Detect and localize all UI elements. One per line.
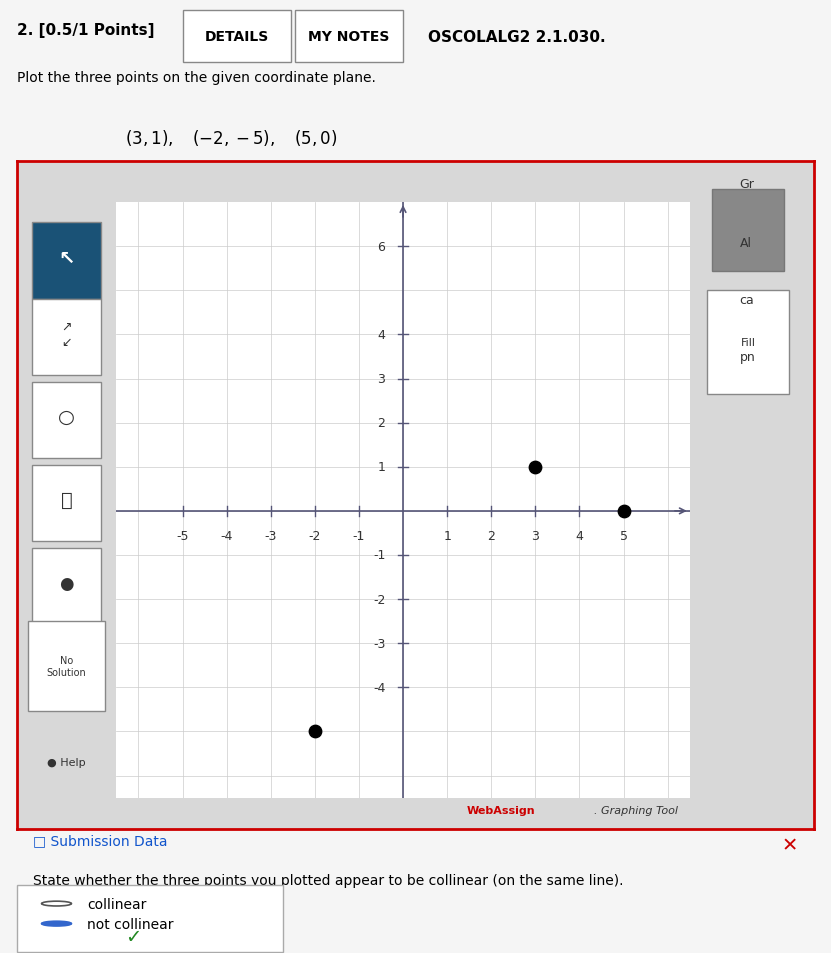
Point — [308, 724, 322, 740]
Text: Fill: Fill — [740, 337, 755, 347]
Text: 3: 3 — [531, 529, 539, 542]
Text: Al: Al — [740, 237, 751, 250]
Text: -5: -5 — [176, 529, 189, 542]
FancyBboxPatch shape — [32, 299, 101, 375]
Text: No
Solution: No Solution — [47, 656, 86, 678]
Text: 4: 4 — [377, 329, 386, 341]
Text: ○: ○ — [58, 408, 75, 427]
FancyBboxPatch shape — [183, 11, 291, 63]
Text: ↖: ↖ — [58, 248, 75, 267]
Text: 4: 4 — [576, 529, 583, 542]
Text: OSCOLALG2 2.1.030.: OSCOLALG2 2.1.030. — [428, 30, 606, 45]
Text: -4: -4 — [373, 681, 386, 694]
FancyBboxPatch shape — [707, 291, 789, 395]
Text: Gr: Gr — [740, 178, 755, 191]
Circle shape — [42, 922, 71, 926]
FancyBboxPatch shape — [32, 465, 101, 542]
Text: -1: -1 — [373, 549, 386, 562]
Text: □ Submission Data: □ Submission Data — [33, 833, 168, 847]
Text: $(3, 1), \quad (-2, -5), \quad (5, 0)$: $(3, 1), \quad (-2, -5), \quad (5, 0)$ — [125, 129, 337, 148]
Text: . Graphing Tool: . Graphing Tool — [594, 805, 678, 815]
FancyBboxPatch shape — [712, 190, 784, 273]
Text: 6: 6 — [377, 240, 386, 253]
Text: ⌣: ⌣ — [61, 491, 72, 510]
FancyBboxPatch shape — [28, 621, 105, 711]
Text: 1: 1 — [377, 461, 386, 474]
Text: collinear: collinear — [87, 897, 146, 911]
Text: WebAssign: WebAssign — [466, 805, 535, 815]
Text: -2: -2 — [308, 529, 321, 542]
Text: ●: ● — [59, 575, 74, 593]
Text: -3: -3 — [373, 637, 386, 650]
Text: 3: 3 — [377, 373, 386, 386]
Text: -1: -1 — [352, 529, 365, 542]
Text: MY NOTES: MY NOTES — [308, 30, 390, 44]
Text: 2: 2 — [377, 416, 386, 430]
Text: State whether the three points you plotted appear to be collinear (on the same l: State whether the three points you plott… — [33, 873, 624, 887]
Text: ● Help: ● Help — [47, 757, 86, 767]
Point — [529, 459, 542, 475]
Text: ca: ca — [740, 294, 755, 307]
Text: 2: 2 — [487, 529, 495, 542]
Text: 2. [0.5/1 Points]: 2. [0.5/1 Points] — [17, 23, 154, 38]
Text: ✕: ✕ — [781, 836, 798, 855]
FancyBboxPatch shape — [17, 885, 283, 952]
Text: pn: pn — [740, 351, 755, 363]
Text: DETAILS: DETAILS — [204, 30, 269, 44]
Text: 1: 1 — [443, 529, 451, 542]
FancyBboxPatch shape — [32, 548, 101, 625]
FancyBboxPatch shape — [32, 382, 101, 458]
Text: 5: 5 — [620, 529, 627, 542]
Text: -4: -4 — [220, 529, 233, 542]
FancyBboxPatch shape — [295, 11, 403, 63]
FancyBboxPatch shape — [32, 223, 101, 299]
Text: -2: -2 — [373, 593, 386, 606]
Circle shape — [42, 902, 71, 906]
Point — [617, 504, 630, 519]
Text: ↗
↙: ↗ ↙ — [61, 320, 71, 348]
Text: ✓: ✓ — [125, 927, 141, 946]
Text: not collinear: not collinear — [87, 917, 174, 931]
Text: Plot the three points on the given coordinate plane.: Plot the three points on the given coord… — [17, 71, 376, 85]
Text: -3: -3 — [264, 529, 277, 542]
